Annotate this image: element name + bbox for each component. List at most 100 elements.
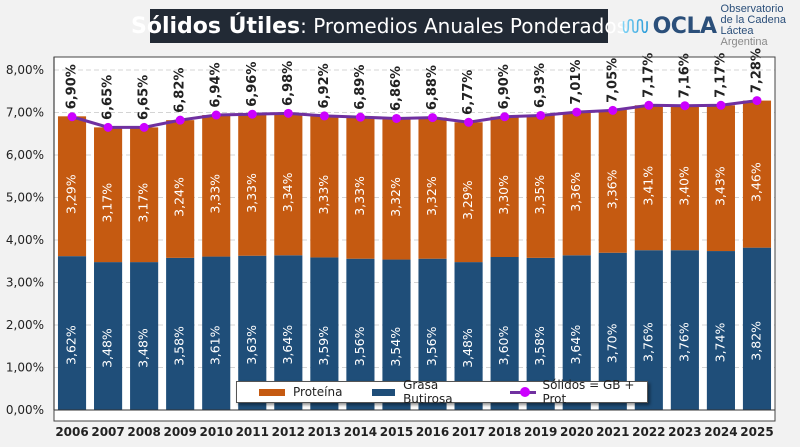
data-label-fat: 3,58% [532,326,547,366]
legend-swatch-protein [259,388,285,396]
bar-protein-2013 [310,115,339,258]
y-tick-label: 6,00% [6,148,44,162]
bar-protein-2015 [382,118,411,260]
data-label-solids: 6,65% [137,75,152,120]
x-tick-label: 2017 [452,425,485,439]
solids-marker [500,112,510,122]
solids-marker [139,122,149,132]
bar-protein-2021 [598,109,627,253]
data-label-fat: 3,60% [496,326,511,366]
solids-marker [355,112,365,122]
solids-marker [464,117,474,127]
legend-item-fat: Grasa Butirosa [372,378,480,406]
data-label-protein: 3,17% [100,183,115,223]
solids-marker [428,113,438,123]
data-label-protein: 3,29% [460,180,475,220]
bar-protein-2017 [454,122,483,263]
data-label-solids: 6,96% [245,62,260,107]
data-label-protein: 3,33% [208,174,223,214]
data-label-fat: 3,61% [208,325,223,365]
solids-marker [572,107,582,117]
data-label-fat: 3,48% [100,328,115,368]
data-label-fat: 3,48% [460,328,475,368]
y-tick-label: 8,00% [6,63,44,77]
y-tick-label: 5,00% [6,191,44,205]
data-label-protein: 3,33% [244,173,259,213]
data-label-fat: 3,56% [352,326,367,366]
y-tick-label: 2,00% [6,318,44,332]
data-label-protein: 3,46% [748,162,763,202]
bar-protein-2014 [346,117,375,259]
data-label-protein: 3,40% [676,166,691,206]
chart-title: Sólidos Útiles : Promedios Anuales Ponde… [131,9,627,43]
bar-protein-2006 [57,116,87,257]
data-label-fat: 3,76% [676,322,691,362]
bar-fat-2025 [742,247,772,410]
bar-fat-2008 [130,262,159,410]
logo-line-1: Observatorio [720,3,784,15]
bar-protein-2023 [670,105,699,251]
x-tick-label: 2025 [740,425,773,439]
chart-legend: Proteína Grasa Butirosa Sólidos = GB + P… [236,378,648,406]
bar-protein-2018 [490,116,519,257]
solids-marker [247,109,257,119]
data-label-solids: 7,01% [569,60,584,105]
ocla-logo: OCLA Observatorio de la Cadena Láctea Ar… [622,4,800,48]
x-tick-label: 2013 [308,425,341,439]
bar-protein-2009 [166,120,195,258]
legend-label-solids: Sólidos = GB + Prot [542,378,635,406]
data-label-protein: 3,34% [280,172,295,212]
bar-protein-2025 [742,100,772,248]
x-tick-label: 2021 [596,425,629,439]
data-label-solids: 6,92% [317,63,332,108]
y-tick-label: 7,00% [6,106,44,120]
solids-marker [103,122,113,132]
y-tick-label: 4,00% [6,233,44,247]
legend-label-fat: Grasa Butirosa [403,378,453,406]
y-tick-label: 1,00% [6,361,44,375]
y-tick-label: 0,00% [6,403,44,417]
solids-marker [283,108,293,118]
x-axis-ticks: 2006 2007 2008 2009 2010 2011 2012 2013 2014 2015… [55,425,773,439]
bar-protein-2022 [634,105,663,251]
legend-swatch-solids [510,387,537,397]
data-label-solids: 6,82% [173,68,188,113]
bar-protein-2019 [526,115,555,258]
solids-marker [608,105,618,115]
data-label-solids: 6,77% [461,70,476,115]
data-label-fat: 3,74% [712,323,727,363]
y-axis-ticks: 0,00% 1,00% 2,00% 3,00% 4,00% 5,00% 6,00% 7,00%… [6,63,44,417]
y-tick-label: 3,00% [6,276,44,290]
data-label-solids: 6,88% [425,65,440,110]
plot-border [53,56,776,422]
solids-marker [644,100,654,110]
data-label-fat: 3,63% [244,325,259,365]
data-label-solids: 6,94% [209,62,224,107]
data-label-protein: 3,35% [532,175,547,215]
bar-labels: 3,62% 3,29% 3,48% 3,17% 3,48% 3,17% 3,58% 3,24%… [64,162,764,368]
solids-marker [319,111,329,121]
legend-item-protein: Proteína [259,385,342,399]
logo-wordmark: OCLA [652,13,717,39]
logo-subtitle: Observatorio de la Cadena Láctea Argenti… [721,4,800,48]
solids-marker [680,101,690,111]
bar-fat-2024 [706,251,735,410]
data-label-solids: 7,17% [641,53,656,98]
bar-protein-2008 [130,127,159,263]
bar-protein-2007 [94,127,123,263]
bar-fat-2023 [670,250,699,410]
x-tick-label: 2006 [55,425,88,439]
bar-protein-2011 [238,114,267,256]
x-tick-label: 2014 [344,425,377,439]
x-tick-label: 2023 [668,425,701,439]
x-tick-label: 2018 [488,425,521,439]
data-label-fat: 3,59% [316,326,331,366]
data-label-fat: 3,56% [424,326,439,366]
data-label-protein: 3,36% [568,172,583,212]
solids-line [71,99,758,129]
data-label-solids: 7,17% [713,53,728,98]
data-label-protein: 3,24% [172,177,187,217]
data-label-protein: 3,17% [136,183,151,223]
data-label-solids: 7,16% [677,53,692,98]
data-label-solids: 7,28% [749,48,764,93]
